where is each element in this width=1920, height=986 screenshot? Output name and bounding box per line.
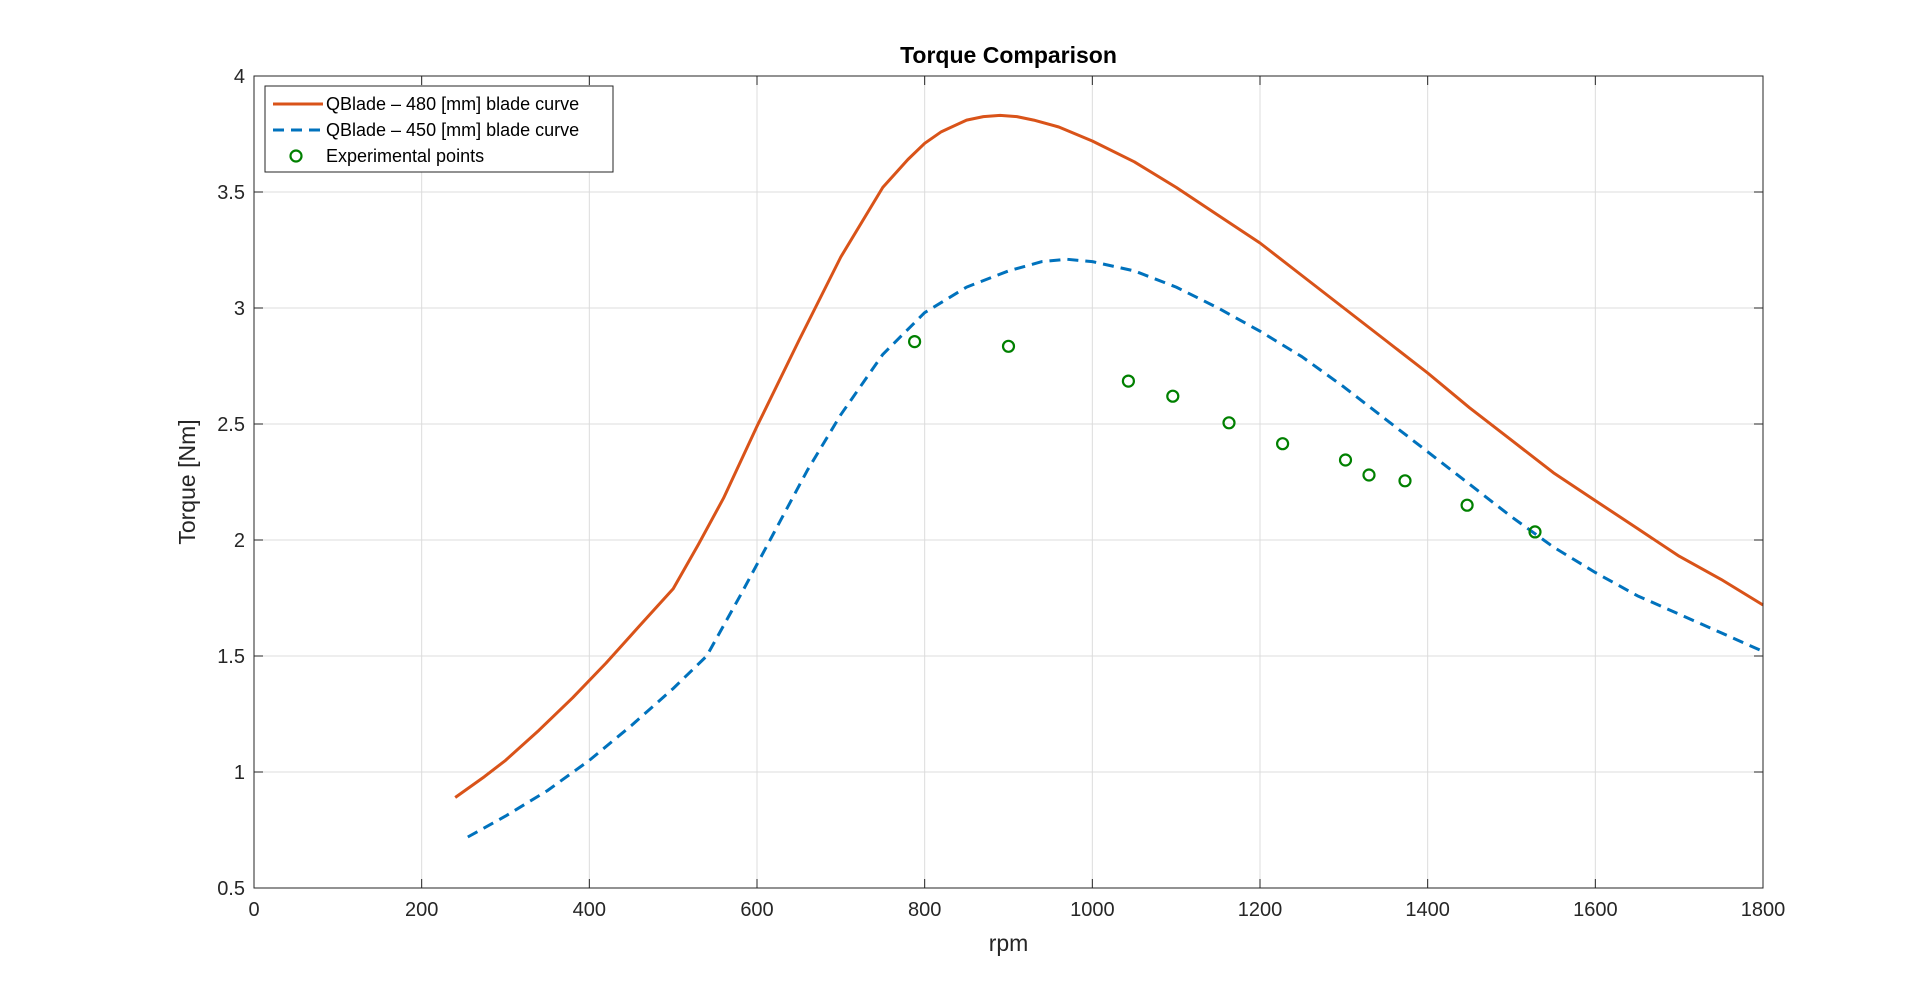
data-point (1398, 474, 1412, 488)
plot-area (254, 76, 1763, 888)
legend-item-2: QBlade – 450 [mm] blade curve (273, 120, 579, 140)
x-tick-label: 800 (908, 899, 941, 921)
legend-item-1: QBlade – 480 [mm] blade curve (273, 94, 579, 114)
y-tick-label: 0.5 (217, 878, 245, 900)
data-point (1001, 339, 1016, 353)
data-point (1166, 389, 1180, 403)
legend-label: QBlade – 450 [mm] blade curve (326, 120, 579, 140)
x-tick-label: 1000 (1070, 899, 1115, 921)
axes-box (253, 75, 1764, 889)
legend-item-3: Experimental points (289, 146, 484, 166)
x-tick-label: 400 (573, 899, 606, 921)
ticks: 0 200 400 600 800 1000 1200 1400 1600 1800 0.5 1 1.5… (217, 66, 1785, 921)
series-line-2 (467, 257, 1764, 839)
legend-box (264, 85, 614, 173)
data-point (1362, 468, 1376, 482)
series-3 (907, 335, 1542, 539)
series-1 (454, 113, 1764, 799)
y-tick-label: 2.5 (217, 414, 245, 436)
series-layer (454, 113, 1764, 839)
legend: QBlade – 480 [mm] blade curve QBlade – 45… (264, 85, 614, 173)
chart-title: Torque Comparison (900, 42, 1117, 68)
y-tick-label: 2 (234, 530, 245, 552)
data-point (1121, 374, 1136, 388)
data-point (907, 335, 922, 349)
series-2 (467, 257, 1764, 839)
data-point (1460, 498, 1474, 512)
y-tick-label: 1.5 (217, 646, 245, 668)
legend-label: Experimental points (326, 146, 484, 166)
data-point (1275, 437, 1290, 451)
x-tick-label: 1600 (1573, 899, 1618, 921)
y-axis-label: Torque [Nm] (174, 419, 200, 544)
x-tick-label: 1800 (1741, 899, 1786, 921)
y-tick-label: 3 (234, 298, 245, 320)
y-tick-label: 4 (234, 66, 245, 88)
data-point (1528, 525, 1542, 539)
y-tick-label: 1 (234, 762, 245, 784)
data-point (1222, 416, 1236, 430)
x-tick-label: 1200 (1238, 899, 1283, 921)
x-tick-label: 200 (405, 899, 438, 921)
x-tick-label: 1400 (1405, 899, 1450, 921)
x-tick-label: 0 (248, 899, 259, 921)
x-axis-label: rpm (989, 930, 1029, 956)
x-tick-label: 600 (740, 899, 773, 921)
data-point (1338, 453, 1353, 467)
legend-marker (289, 149, 303, 163)
series-line-1 (454, 113, 1764, 799)
legend-label: QBlade – 480 [mm] blade curve (326, 94, 579, 114)
y-tick-label: 3.5 (217, 182, 245, 204)
